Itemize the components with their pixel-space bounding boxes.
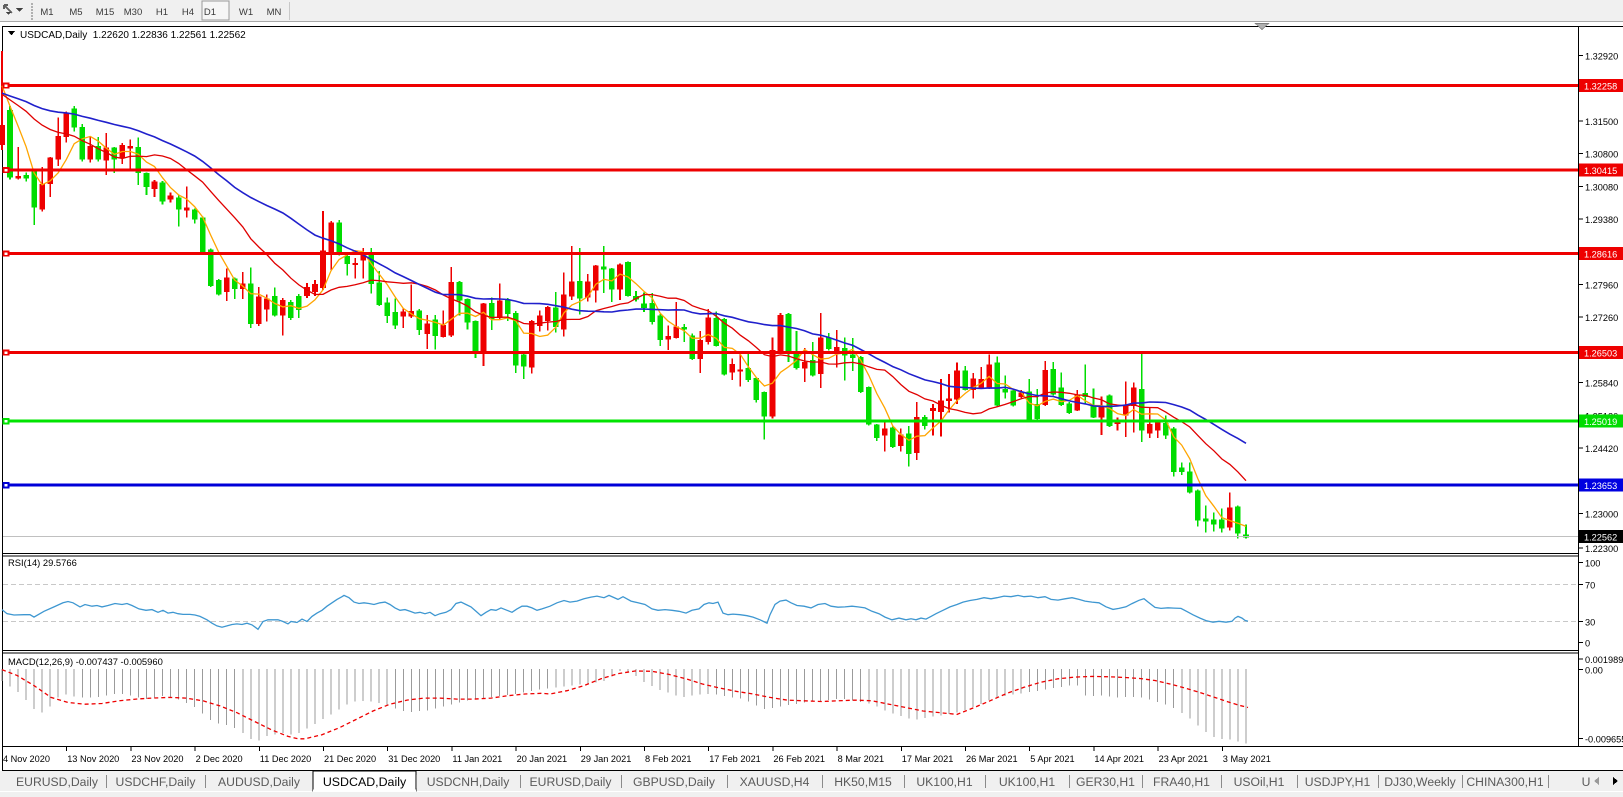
- svg-text:1.27960: 1.27960: [1585, 281, 1618, 291]
- svg-text:EURUSD,Daily: EURUSD,Daily: [530, 775, 613, 789]
- svg-text:23 Apr 2021: 23 Apr 2021: [1159, 754, 1209, 764]
- svg-text:21 Dec 2020: 21 Dec 2020: [324, 754, 376, 764]
- svg-text:5 Apr 2021: 5 Apr 2021: [1030, 754, 1074, 764]
- svg-text:FRA40,H1: FRA40,H1: [1153, 775, 1210, 789]
- svg-text:3 May 2021: 3 May 2021: [1223, 754, 1271, 764]
- svg-text:D1: D1: [204, 7, 216, 18]
- svg-text:1.23000: 1.23000: [1585, 510, 1618, 520]
- svg-text:RSI(14) 29.5766: RSI(14) 29.5766: [8, 557, 77, 568]
- svg-text:H4: H4: [182, 7, 194, 18]
- svg-text:17 Mar 2021: 17 Mar 2021: [902, 754, 954, 764]
- svg-text:UK100,H1: UK100,H1: [916, 775, 972, 789]
- svg-text:1.25019: 1.25019: [1584, 417, 1617, 427]
- svg-text:1.22562: 1.22562: [1584, 533, 1617, 543]
- svg-text:20 Jan 2021: 20 Jan 2021: [517, 754, 568, 764]
- svg-text:DJ30,Weekly: DJ30,Weekly: [1384, 775, 1456, 789]
- svg-text:UK100,H1: UK100,H1: [999, 775, 1055, 789]
- svg-text:1.32258: 1.32258: [1584, 82, 1617, 92]
- svg-text:1.24420: 1.24420: [1585, 444, 1618, 454]
- svg-text:1.28616: 1.28616: [1584, 250, 1617, 260]
- svg-text:W1: W1: [239, 7, 253, 18]
- svg-text:1.30415: 1.30415: [1584, 166, 1617, 176]
- svg-text:0: 0: [1585, 639, 1590, 649]
- svg-text:31 Dec 2020: 31 Dec 2020: [388, 754, 440, 764]
- svg-text:29 Jan 2021: 29 Jan 2021: [581, 754, 632, 764]
- svg-text:M30: M30: [124, 7, 142, 18]
- svg-text:MACD(12,26,9) -0.007437 -0.005: MACD(12,26,9) -0.007437 -0.005960: [8, 656, 163, 667]
- svg-text:1.25840: 1.25840: [1585, 378, 1618, 388]
- svg-text:23 Nov 2020: 23 Nov 2020: [131, 754, 183, 764]
- svg-text:11 Jan 2021: 11 Jan 2021: [452, 754, 502, 764]
- svg-text:USOil,H1: USOil,H1: [1234, 775, 1285, 789]
- svg-text:M5: M5: [69, 7, 82, 18]
- svg-text:17 Feb 2021: 17 Feb 2021: [709, 754, 761, 764]
- svg-text:XAUUSD,H4: XAUUSD,H4: [740, 775, 810, 789]
- svg-text:1.23653: 1.23653: [1584, 481, 1617, 491]
- svg-text:1.29380: 1.29380: [1585, 215, 1618, 225]
- svg-text:USDJPY,H1: USDJPY,H1: [1305, 775, 1371, 789]
- svg-text:M1: M1: [40, 7, 53, 18]
- svg-text:1.30080: 1.30080: [1585, 183, 1618, 193]
- svg-text:MN: MN: [267, 7, 282, 18]
- svg-text:1.26503: 1.26503: [1584, 349, 1617, 359]
- svg-text:-0.009655: -0.009655: [1585, 735, 1623, 745]
- svg-text:1.30800: 1.30800: [1585, 150, 1618, 160]
- svg-text:1.27260: 1.27260: [1585, 313, 1618, 323]
- svg-text:EURUSD,Daily: EURUSD,Daily: [16, 775, 99, 789]
- svg-text:30: 30: [1585, 618, 1595, 628]
- svg-text:GBPUSD,Daily: GBPUSD,Daily: [633, 775, 716, 789]
- svg-text:USDCAD,Daily 1.22620 1.22836: USDCAD,Daily 1.22620 1.22836 1.22561 1.2…: [20, 30, 246, 41]
- svg-text:H1: H1: [156, 7, 168, 18]
- svg-text:AUDUSD,Daily: AUDUSD,Daily: [218, 775, 301, 789]
- svg-text:1.22300: 1.22300: [1585, 544, 1618, 554]
- svg-text:8 Feb 2021: 8 Feb 2021: [645, 754, 692, 764]
- svg-text:26 Mar 2021: 26 Mar 2021: [966, 754, 1018, 764]
- svg-text:USDCHF,Daily: USDCHF,Daily: [116, 775, 197, 789]
- svg-text:1.32920: 1.32920: [1585, 52, 1618, 62]
- svg-text:HK50,M15: HK50,M15: [834, 775, 892, 789]
- svg-text:11 Dec 2020: 11 Dec 2020: [260, 754, 311, 764]
- svg-text:14 Apr 2021: 14 Apr 2021: [1094, 754, 1144, 764]
- svg-text:CHINA300,H1: CHINA300,H1: [1466, 775, 1543, 789]
- svg-text:USDCNH,Daily: USDCNH,Daily: [427, 775, 511, 789]
- svg-text:USDCAD,Daily: USDCAD,Daily: [323, 775, 407, 789]
- svg-text:1.31500: 1.31500: [1585, 117, 1618, 127]
- svg-text:13 Nov 2020: 13 Nov 2020: [67, 754, 119, 764]
- svg-text:GER30,H1: GER30,H1: [1076, 775, 1135, 789]
- svg-text:0.00: 0.00: [1585, 666, 1603, 676]
- svg-text:U: U: [1582, 775, 1591, 789]
- svg-text:4 Nov 2020: 4 Nov 2020: [3, 754, 50, 764]
- svg-text:2 Dec 2020: 2 Dec 2020: [196, 754, 243, 764]
- svg-text:8 Mar 2021: 8 Mar 2021: [838, 754, 884, 764]
- svg-text:26 Feb 2021: 26 Feb 2021: [773, 754, 825, 764]
- svg-text:100: 100: [1585, 559, 1600, 569]
- svg-text:0.001989: 0.001989: [1585, 655, 1623, 665]
- svg-text:M15: M15: [96, 7, 114, 18]
- svg-text:70: 70: [1585, 581, 1595, 591]
